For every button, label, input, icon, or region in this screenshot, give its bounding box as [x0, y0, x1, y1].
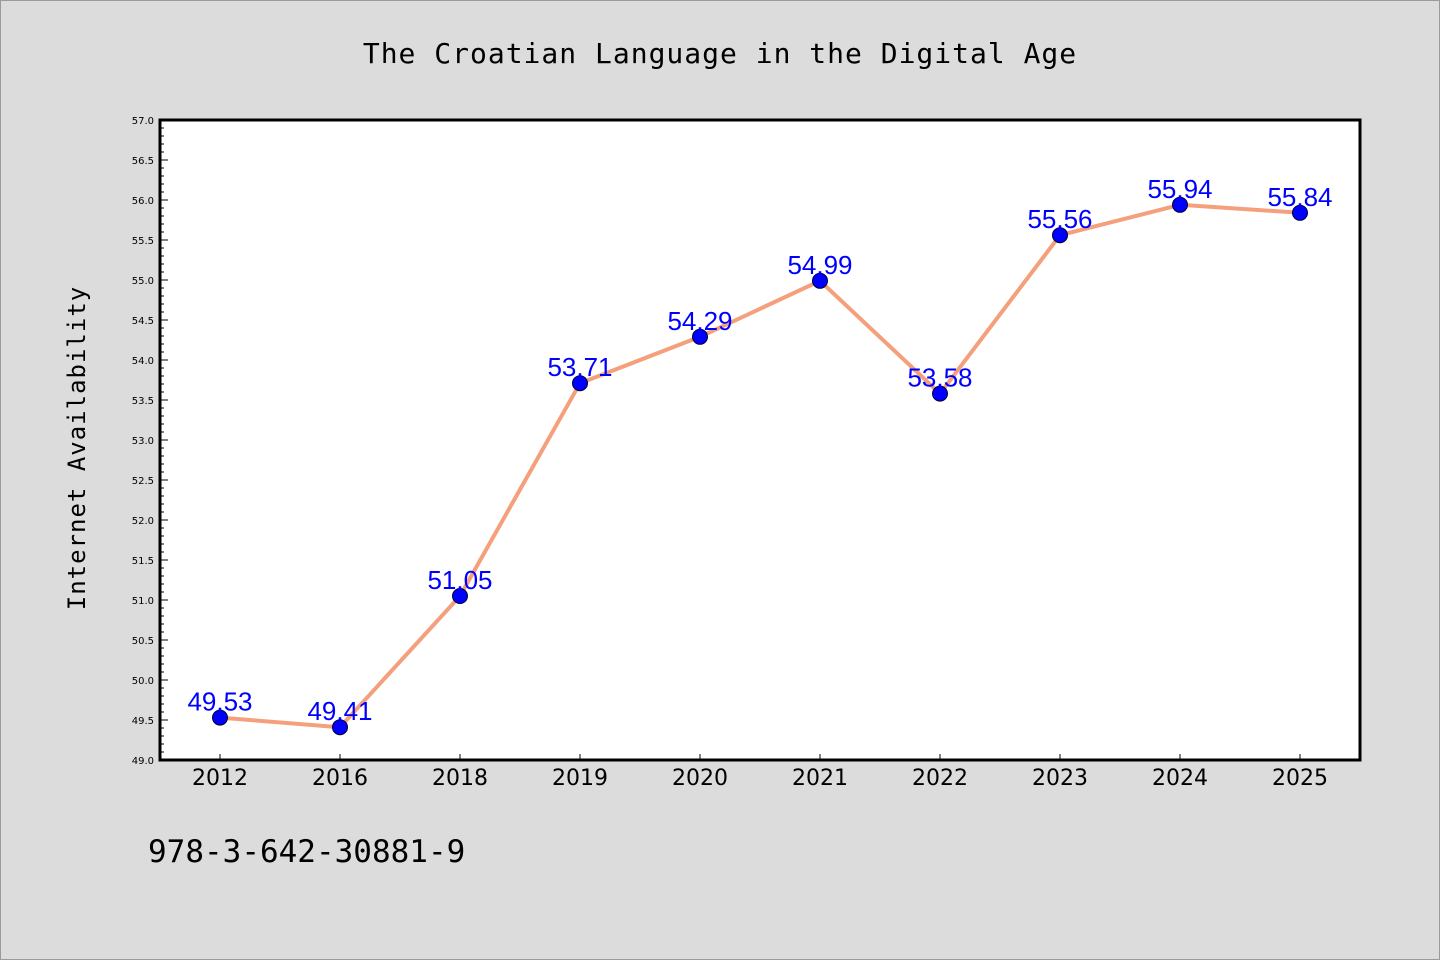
y-tick-label: 57.0 — [132, 116, 154, 127]
y-tick-label: 56.5 — [132, 156, 154, 167]
x-axis: 2012 2016 2018 2019 2020 2021 2022 2023 2024 2025 — [192, 754, 1328, 791]
x-tick-label: 2023 — [1032, 766, 1088, 791]
y-tick-label: 55.5 — [132, 236, 154, 247]
y-tick-label: 53.0 — [132, 436, 154, 447]
data-label: 53.71 — [547, 352, 612, 382]
data-label: 54.29 — [667, 306, 732, 336]
y-tick-label: 50.0 — [132, 676, 154, 687]
data-point — [1052, 227, 1068, 244]
x-tick-label: 2019 — [552, 766, 608, 791]
data-point — [572, 375, 588, 392]
y-tick-label: 56.0 — [132, 196, 154, 207]
data-point — [812, 272, 828, 289]
x-tick-label: 2022 — [912, 766, 968, 791]
x-tick-label: 2020 — [672, 766, 728, 791]
x-tick-label: 2025 — [1272, 766, 1328, 791]
isbn-text: 978-3-642-30881-9 — [148, 834, 466, 870]
data-point — [332, 719, 348, 736]
y-tick-label: 53.5 — [132, 396, 154, 407]
data-point — [932, 385, 948, 402]
data-point — [692, 328, 708, 345]
series-line — [219, 202, 1301, 730]
y-tick-label: 49.0 — [132, 756, 154, 767]
y-tick-label: 51.5 — [132, 556, 154, 567]
data-point — [452, 588, 468, 604]
y-tick-label: 51.0 — [132, 596, 154, 607]
y-tick-label: 50.5 — [132, 636, 154, 647]
data-label: 55.56 — [1027, 204, 1092, 234]
y-tick-label: 49.5 — [132, 716, 154, 727]
data-point — [1292, 204, 1308, 221]
data-label: 54.99 — [787, 250, 852, 280]
data-labels: 49.53 49.41 51.05 53.71 54.29 54.99 53.58 55.56… — [187, 174, 1332, 726]
y-axis: 49.0 49.5 50.0 50.5 51.0 51.5 52.0 52.5 53.0 53.5… — [132, 116, 168, 767]
y-tick-label: 52.0 — [132, 516, 154, 527]
y-axis-label: Internet Availability — [63, 286, 91, 610]
data-label: 55.84 — [1267, 182, 1332, 212]
y-tick-label: 54.5 — [132, 316, 154, 327]
data-label: 53.58 — [907, 363, 972, 393]
data-label: 51.05 — [427, 565, 492, 595]
series-layer — [212, 196, 1308, 736]
x-tick-label: 2012 — [192, 766, 248, 791]
data-point — [212, 709, 228, 726]
data-label: 49.53 — [187, 687, 252, 717]
y-tick-label: 55.0 — [132, 276, 154, 287]
x-tick-label: 2021 — [792, 766, 848, 791]
x-tick-label: 2024 — [1152, 766, 1208, 791]
chart-title: The Croatian Language in the Digital Age — [363, 37, 1077, 70]
y-tick-label: 52.5 — [132, 476, 154, 487]
data-point — [1172, 196, 1188, 213]
data-label: 55.94 — [1147, 174, 1212, 204]
y-tick-label: 54.0 — [132, 356, 154, 367]
x-tick-label: 2016 — [312, 766, 368, 791]
data-label: 49.41 — [307, 696, 372, 726]
plot-area — [158, 118, 1362, 762]
x-tick-label: 2018 — [432, 766, 488, 791]
